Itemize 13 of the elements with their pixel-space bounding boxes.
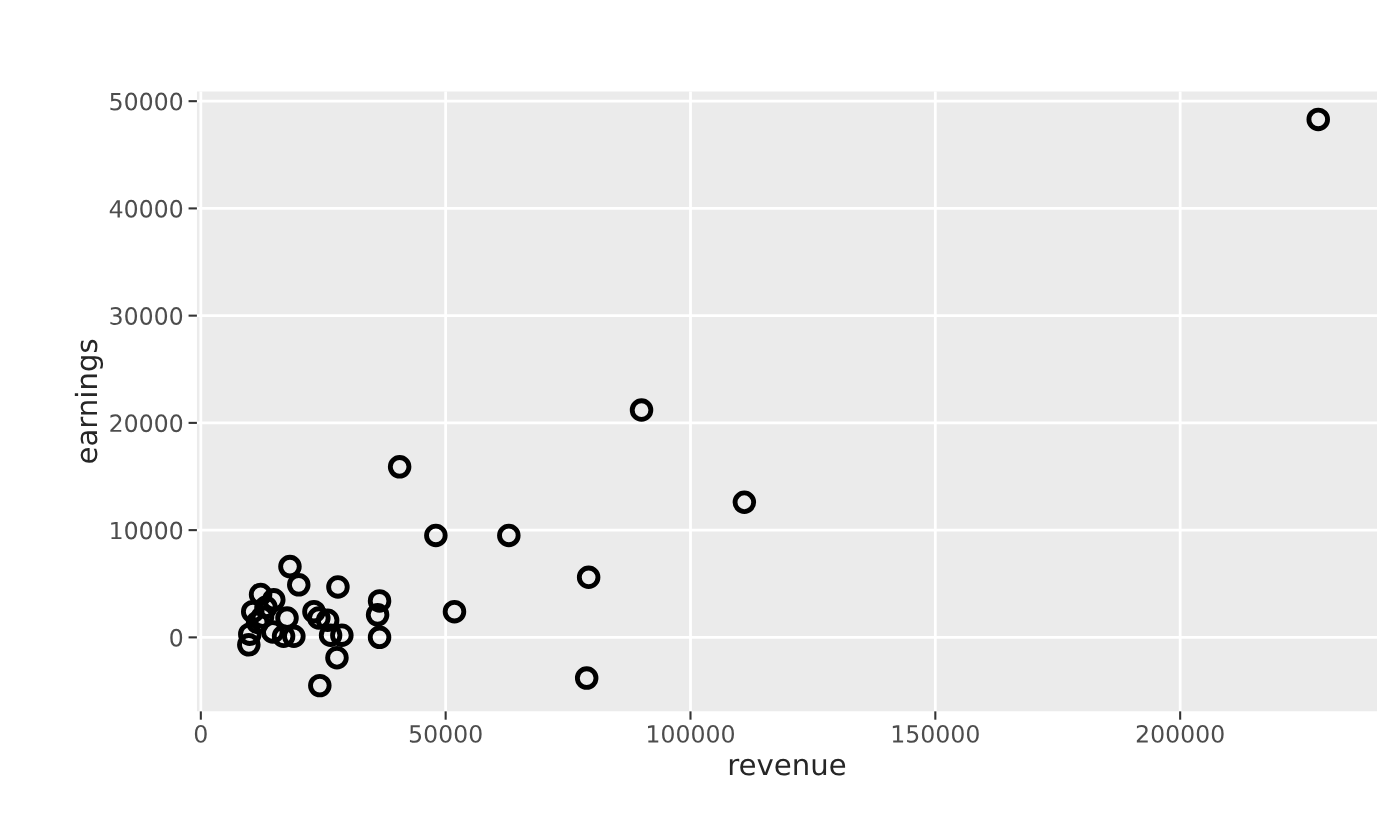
y-tick-label: 0 bbox=[170, 628, 183, 647]
y-tick-label: 10000 bbox=[111, 521, 183, 540]
y-tick-label: 50000 bbox=[110, 92, 183, 111]
y-tick-label: 30000 bbox=[110, 307, 183, 325]
x-tick-label: 0 bbox=[194, 724, 207, 743]
x-tick-label: 100000 bbox=[648, 724, 734, 743]
x-axis-title: revenue bbox=[729, 758, 846, 776]
y-tick-label: 20000 bbox=[110, 414, 183, 433]
x-tick-label: 200000 bbox=[1136, 724, 1224, 743]
x-tick-label: 150000 bbox=[892, 724, 979, 743]
y-tick-label: 40000 bbox=[109, 199, 183, 218]
y-axis-title: earnings bbox=[74, 339, 104, 463]
x-tick-label: 50000 bbox=[409, 724, 482, 743]
